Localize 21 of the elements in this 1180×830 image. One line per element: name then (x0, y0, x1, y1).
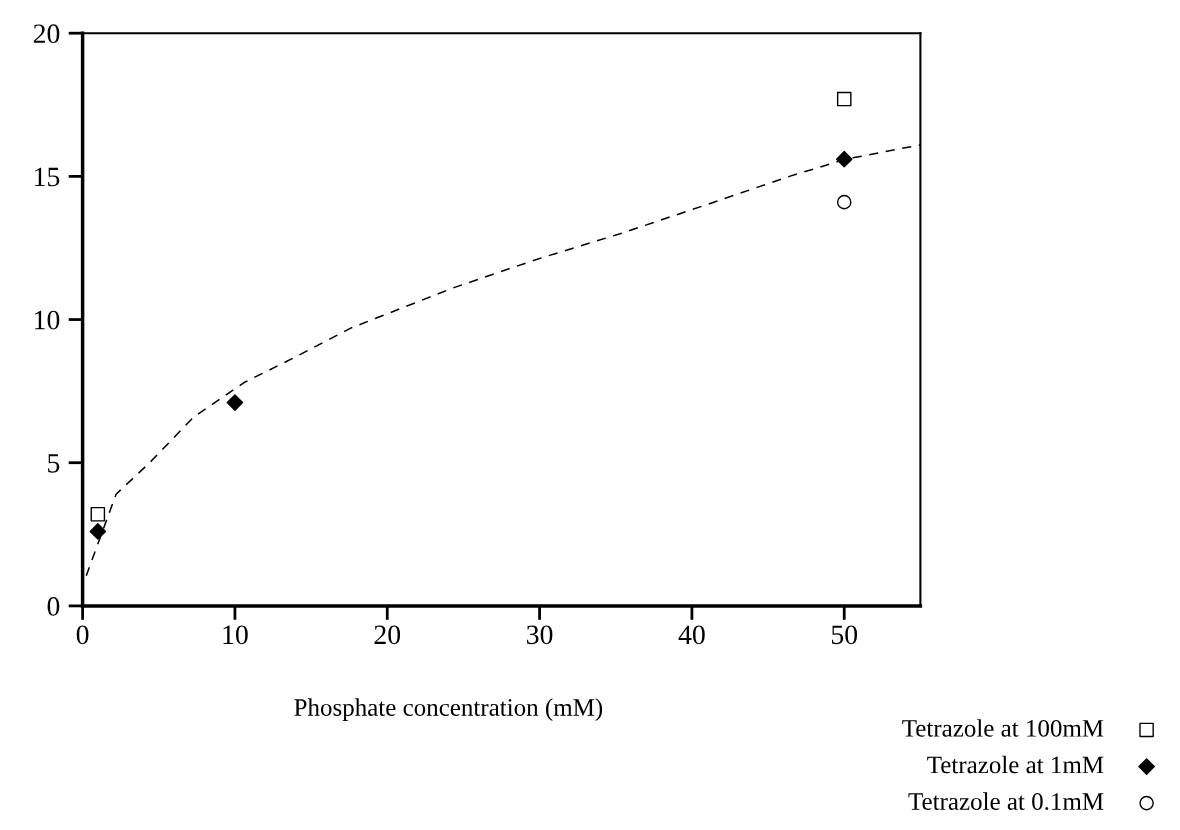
legend-label: Tetrazole at 1mM (927, 755, 1104, 774)
point (89, 523, 107, 540)
y-tick-label: 10 (35, 310, 60, 330)
y-tick-label: 5 (48, 454, 60, 473)
y-tick-label: 15 (35, 167, 60, 187)
point (836, 194, 852, 210)
point (90, 506, 106, 522)
x-tick-label: 10 (223, 625, 248, 645)
y-tick-label: 0 (47, 597, 60, 616)
point (835, 150, 853, 168)
x-tick-label: 40 (678, 625, 705, 645)
x-tick-label: 20 (374, 625, 401, 645)
point (226, 394, 244, 411)
point (836, 91, 852, 107)
legend-label: Tetrazole at 100mM (902, 719, 1104, 737)
x-tick-label: 30 (527, 625, 553, 645)
y-tick-label: 20 (33, 24, 60, 44)
x-axis-title: Phosphate concentration (mM) (294, 698, 603, 721)
x-tick-label: 0 (76, 625, 89, 645)
legend-label: Tetrazole at 0.1mM (908, 792, 1104, 811)
x-tick-label: 50 (831, 625, 858, 645)
